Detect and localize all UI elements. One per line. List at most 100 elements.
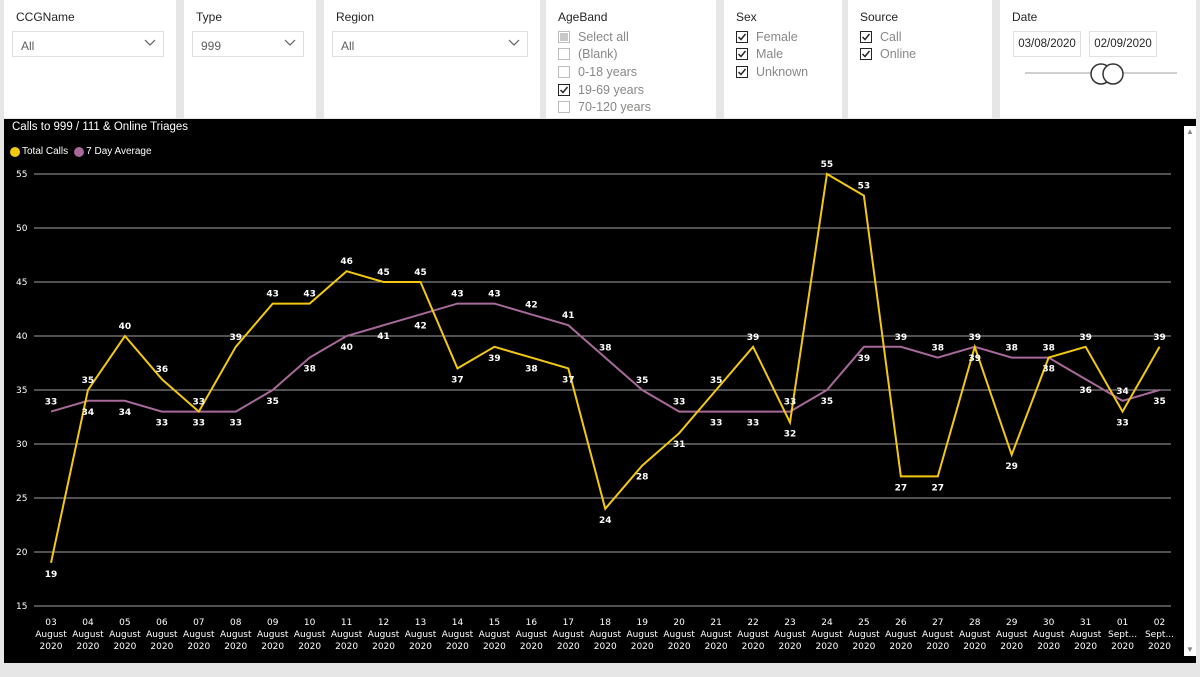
data-label: 38 — [303, 365, 316, 375]
legend-label: 7 Day Average — [86, 146, 152, 157]
data-label: 53 — [858, 182, 871, 192]
x-tick-label: August — [700, 630, 732, 640]
data-label: 40 — [119, 322, 132, 332]
data-label: 33 — [229, 419, 242, 429]
sex-options: Female Male Unknown — [736, 28, 808, 81]
chevron-down-icon — [144, 39, 156, 46]
x-tick-label: 14 — [452, 618, 464, 628]
x-tick-label: August — [1033, 630, 1065, 640]
option-label: Select all — [578, 29, 629, 44]
legend-item-7-day-average[interactable]: 7 Day Average — [74, 146, 152, 157]
x-tick-label: 06 — [156, 618, 168, 628]
region-dropdown[interactable]: All — [332, 31, 528, 57]
source-option-call[interactable]: Call — [860, 28, 916, 46]
x-tick-label: 01 — [1117, 618, 1128, 628]
sex-option-male[interactable]: Male — [736, 46, 808, 64]
data-label: 33 — [193, 398, 206, 408]
x-tick-label: 29 — [1006, 618, 1018, 628]
calls-line-chart: Calls to 999 / 111 & Online Triages Tota… — [4, 119, 1196, 663]
ageband-option-select-all[interactable]: Select all — [558, 28, 651, 46]
y-tick-label: 30 — [16, 440, 28, 450]
chart-scrollbar[interactable]: ▲ ▼ — [1184, 126, 1196, 656]
x-tick-label: August — [183, 630, 215, 640]
x-tick-label: 2020 — [631, 642, 654, 652]
data-label: 33 — [784, 398, 797, 408]
data-label: 33 — [1116, 419, 1129, 429]
x-tick-label: 19 — [636, 618, 648, 628]
x-tick-label: August — [848, 630, 880, 640]
data-label: 39 — [968, 354, 981, 364]
data-label: 43 — [303, 290, 316, 300]
x-tick-label: 2020 — [1000, 642, 1023, 652]
x-tick-label: 24 — [821, 618, 833, 628]
x-tick-label: 02 — [1154, 618, 1165, 628]
data-label: 33 — [156, 419, 169, 429]
x-tick-label: August — [257, 630, 289, 640]
date-end-input[interactable]: 02/09/2020 — [1089, 31, 1157, 57]
scroll-up-icon[interactable]: ▲ — [1186, 127, 1194, 136]
data-label: 32 — [784, 429, 797, 439]
x-tick-label: 04 — [82, 618, 94, 628]
data-label: 43 — [266, 290, 279, 300]
x-tick-label: 12 — [378, 618, 389, 628]
ccgname-dropdown[interactable]: All — [12, 31, 164, 57]
x-tick-label: August — [516, 630, 548, 640]
y-tick-label: 40 — [16, 332, 28, 342]
data-label: 31 — [673, 440, 686, 450]
chart-plot: 15 20 25 30 35 40 45 50 55 03 August 2020 04 August 20… — [16, 160, 1174, 652]
x-tick-label: August — [35, 630, 67, 640]
date-range-slider-handles-icon[interactable] — [1089, 62, 1129, 86]
x-tick-label: August — [663, 630, 695, 640]
data-label: 33 — [673, 398, 686, 408]
option-label: (Blank) — [578, 47, 618, 62]
option-label: 70-120 years — [578, 100, 651, 115]
ccgname-slicer: CCGName All — [4, 0, 176, 118]
unchecked-checkbox-icon — [558, 101, 570, 114]
x-tick-label: 2020 — [1148, 642, 1171, 652]
ageband-option-0-18[interactable]: 0-18 years — [558, 63, 651, 81]
data-label: 34 — [82, 408, 95, 418]
option-label: 19-69 years — [578, 82, 645, 97]
x-tick-label: 10 — [304, 618, 316, 628]
x-tick-label: August — [479, 630, 511, 640]
x-tick-label: August — [220, 630, 252, 640]
x-tick-label: August — [737, 630, 769, 640]
data-label: 42 — [525, 300, 538, 310]
ageband-option-19-69[interactable]: 19-69 years — [558, 81, 651, 99]
legend-item-total-calls[interactable]: Total Calls — [10, 146, 68, 157]
x-tick-label: 2020 — [150, 642, 173, 652]
data-label: 38 — [1005, 344, 1018, 354]
source-options: Call Online — [860, 28, 916, 63]
data-label: 38 — [932, 344, 945, 354]
x-tick-label: 2020 — [224, 642, 247, 652]
x-tick-label: 2020 — [409, 642, 432, 652]
x-tick-label: August — [811, 630, 843, 640]
x-tick-label: 2020 — [187, 642, 210, 652]
data-label: 28 — [636, 473, 649, 483]
x-tick-label: August — [146, 630, 178, 640]
x-tick-label: August — [405, 630, 437, 640]
data-label: 27 — [895, 483, 908, 493]
x-tick-label: 27 — [932, 618, 943, 628]
sex-option-female[interactable]: Female — [736, 28, 808, 46]
source-option-online[interactable]: Online — [860, 46, 916, 64]
date-start-input[interactable]: 03/08/2020 — [1013, 31, 1081, 57]
ageband-option-blank[interactable]: (Blank) — [558, 46, 651, 64]
x-tick-label: 03 — [45, 618, 56, 628]
ageband-option-70-120[interactable]: 70-120 years — [558, 98, 651, 116]
sex-option-unknown[interactable]: Unknown — [736, 63, 808, 81]
data-label: 34 — [119, 408, 132, 418]
region-slicer-title: Region — [336, 10, 375, 24]
data-label: 33 — [193, 419, 206, 429]
type-dropdown[interactable]: 999 — [192, 31, 304, 57]
scroll-down-icon[interactable]: ▼ — [1186, 645, 1194, 654]
x-tick-label: 2020 — [76, 642, 99, 652]
x-tick-label: 16 — [526, 618, 538, 628]
x-tick-label: 07 — [193, 618, 204, 628]
x-tick-label: 21 — [710, 618, 721, 628]
data-label: 45 — [377, 268, 390, 278]
partial-checkbox-icon — [558, 30, 570, 43]
y-tick-label: 25 — [16, 494, 27, 504]
checked-checkbox-icon — [736, 48, 748, 61]
ccgname-slicer-title: CCGName — [16, 10, 75, 24]
